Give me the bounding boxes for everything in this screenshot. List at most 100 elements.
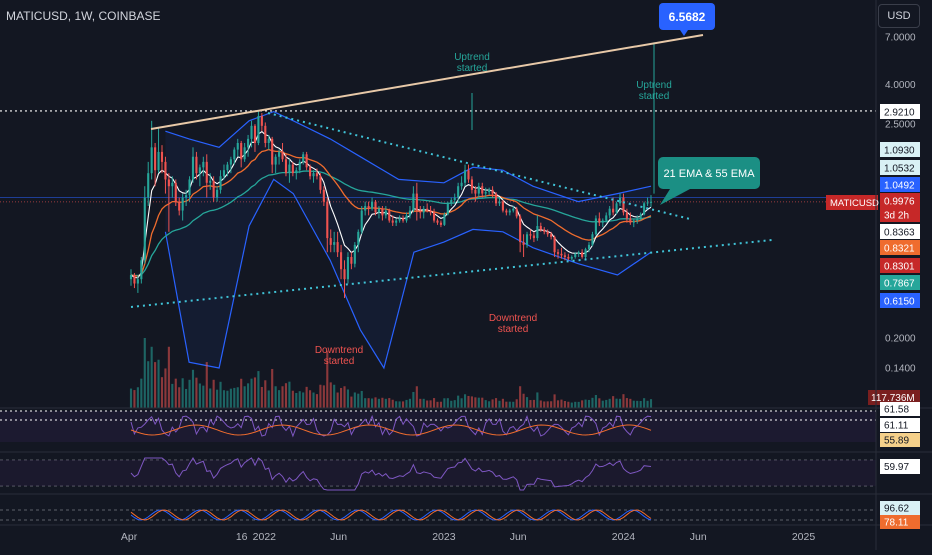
candle[interactable]: [591, 231, 594, 247]
candle[interactable]: [574, 252, 577, 259]
candle[interactable]: [195, 151, 198, 180]
candle[interactable]: [443, 212, 446, 226]
candle[interactable]: [584, 247, 587, 259]
candle[interactable]: [198, 164, 201, 187]
candle[interactable]: [543, 227, 546, 235]
candle[interactable]: [150, 120, 153, 180]
candle[interactable]: [178, 197, 181, 216]
candle[interactable]: [288, 159, 291, 183]
candle[interactable]: [563, 252, 566, 261]
candle[interactable]: [381, 205, 384, 221]
candle[interactable]: [185, 189, 188, 206]
candle[interactable]: [408, 205, 412, 219]
candle[interactable]: [216, 186, 219, 202]
candle[interactable]: [236, 138, 239, 157]
candle[interactable]: [622, 193, 625, 216]
candle[interactable]: [446, 201, 449, 216]
candle[interactable]: [501, 199, 504, 213]
candle[interactable]: [395, 218, 398, 226]
candle[interactable]: [329, 229, 332, 253]
candle[interactable]: [581, 249, 584, 259]
candle[interactable]: [157, 127, 160, 174]
candle[interactable]: [167, 173, 170, 232]
candle[interactable]: [484, 187, 487, 198]
candle[interactable]: [525, 231, 529, 248]
candle[interactable]: [612, 197, 615, 216]
candle[interactable]: [264, 122, 267, 148]
candle[interactable]: [546, 229, 549, 237]
candle[interactable]: [202, 156, 205, 177]
candle[interactable]: [587, 242, 591, 253]
candle[interactable]: [629, 212, 632, 225]
candle[interactable]: [346, 252, 350, 284]
candle[interactable]: [460, 176, 463, 190]
candle[interactable]: [315, 168, 319, 180]
candle[interactable]: [181, 193, 184, 221]
currency-button[interactable]: USD: [878, 4, 920, 28]
candle[interactable]: [212, 176, 215, 202]
candle[interactable]: [519, 214, 522, 253]
candle[interactable]: [374, 199, 377, 216]
candle[interactable]: [474, 186, 477, 202]
candle[interactable]: [305, 151, 308, 171]
candle[interactable]: [298, 159, 301, 174]
candle[interactable]: [453, 193, 456, 204]
candle[interactable]: [271, 136, 274, 174]
candle[interactable]: [278, 149, 281, 165]
candle[interactable]: [470, 176, 473, 194]
candle[interactable]: [646, 197, 649, 206]
candle[interactable]: [174, 179, 177, 206]
candle[interactable]: [250, 120, 253, 148]
candle[interactable]: [515, 206, 518, 219]
candle[interactable]: [567, 253, 570, 261]
candle[interactable]: [388, 208, 391, 223]
candle[interactable]: [384, 205, 387, 219]
candle[interactable]: [154, 142, 157, 187]
candle[interactable]: [333, 231, 336, 253]
candle[interactable]: [257, 110, 260, 146]
candle[interactable]: [577, 250, 580, 257]
candle[interactable]: [247, 134, 250, 157]
candle[interactable]: [615, 201, 618, 215]
candle[interactable]: [291, 161, 294, 177]
candle[interactable]: [370, 197, 374, 211]
candle[interactable]: [598, 212, 601, 226]
candle[interactable]: [398, 215, 401, 223]
candle[interactable]: [539, 222, 542, 232]
candle[interactable]: [450, 197, 453, 206]
candle[interactable]: [532, 231, 535, 243]
candle[interactable]: [632, 218, 635, 228]
candle[interactable]: [336, 231, 339, 257]
candle[interactable]: [364, 201, 367, 216]
candle[interactable]: [309, 164, 312, 180]
candle[interactable]: [649, 195, 653, 207]
candle[interactable]: [505, 208, 508, 216]
candle[interactable]: [491, 186, 494, 198]
candle[interactable]: [143, 186, 146, 264]
candle[interactable]: [553, 235, 556, 257]
candle[interactable]: [353, 242, 356, 268]
candle[interactable]: [512, 205, 515, 213]
candle[interactable]: [405, 212, 408, 223]
candle[interactable]: [419, 205, 422, 219]
candle[interactable]: [267, 134, 270, 150]
candle[interactable]: [550, 231, 553, 240]
candle[interactable]: [618, 193, 622, 206]
candle[interactable]: [357, 229, 360, 253]
candle[interactable]: [129, 269, 133, 286]
candle[interactable]: [401, 215, 405, 223]
candle[interactable]: [481, 182, 484, 198]
candle[interactable]: [494, 192, 498, 206]
candle[interactable]: [340, 244, 343, 280]
candle[interactable]: [488, 187, 491, 196]
candle[interactable]: [222, 164, 226, 180]
candle[interactable]: [229, 156, 232, 174]
candle[interactable]: [188, 176, 191, 202]
candle[interactable]: [312, 170, 315, 183]
candle[interactable]: [281, 142, 284, 162]
candle[interactable]: [274, 154, 277, 174]
candle[interactable]: [412, 186, 415, 213]
candle[interactable]: [160, 145, 164, 174]
candle[interactable]: [508, 208, 511, 216]
